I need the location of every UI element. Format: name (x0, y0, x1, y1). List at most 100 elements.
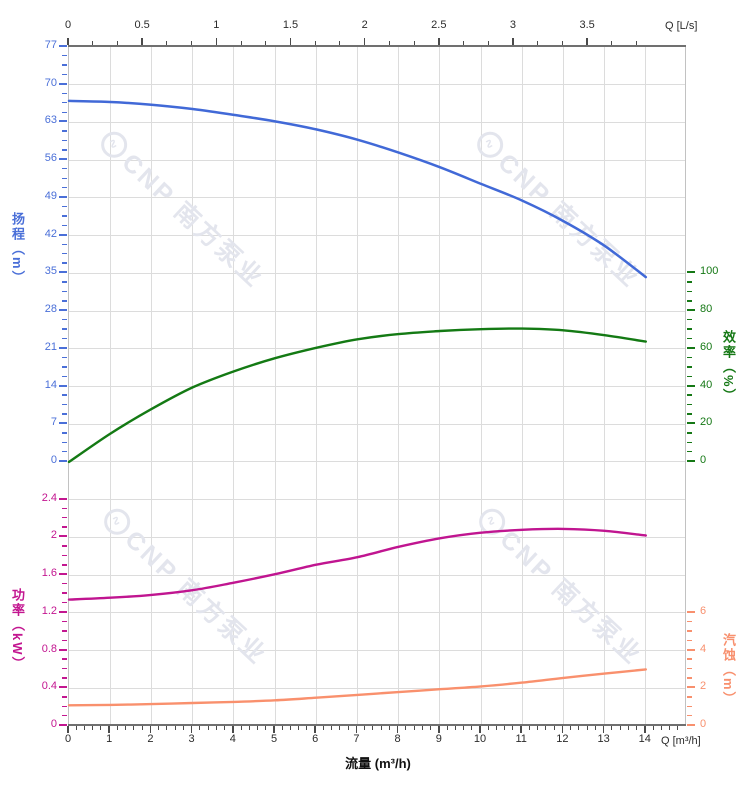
power-axis-title: 功率（kW） (10, 588, 25, 672)
head-axis-tick-label: 35 (44, 265, 57, 278)
axis-minor-tick (92, 726, 94, 730)
gridline (69, 310, 685, 312)
axis-minor-tick (62, 375, 67, 377)
axis-minor-tick (62, 413, 67, 415)
bottom-axis-tick-label: 9 (435, 733, 442, 745)
axis-tick (59, 686, 67, 689)
axis-tick (520, 726, 522, 733)
axis-minor-tick (364, 726, 366, 730)
axis-tick (687, 686, 695, 689)
gridline (398, 47, 400, 724)
axis-tick (59, 120, 67, 123)
gridline (69, 499, 685, 501)
head-axis-tick-label: 70 (44, 76, 57, 89)
bottom-axis-unit-label: Q [m³/h] (661, 735, 701, 747)
gridline (109, 47, 111, 724)
axis-minor-tick (687, 677, 692, 679)
axis-tick (586, 38, 588, 45)
bottom-axis-tick-label: 6 (312, 733, 319, 745)
axis-minor-tick (62, 639, 67, 642)
axis-minor-tick (687, 318, 692, 321)
axis-minor-tick (62, 337, 67, 340)
npsh-axis-tick-label: 2 (700, 680, 707, 693)
axis-minor-tick (62, 290, 67, 293)
head-axis-tick-label: 14 (44, 378, 57, 391)
axis-minor-tick (62, 592, 67, 594)
axis-minor-tick (62, 545, 67, 547)
axis-minor-tick (430, 726, 432, 730)
axis-tick (59, 459, 67, 462)
axis-minor-tick (652, 726, 654, 730)
axis-minor-tick (687, 658, 692, 660)
axis-minor-tick (62, 328, 67, 330)
axis-minor-tick (687, 337, 692, 340)
axis-tick (438, 38, 440, 45)
axis-minor-tick (619, 726, 621, 730)
axis-tick (687, 648, 695, 651)
axis-minor-tick (62, 186, 67, 189)
axis-tick (687, 610, 695, 613)
gridline (69, 197, 685, 199)
eff-axis-tick-label: 0 (700, 453, 707, 466)
axis-minor-tick (512, 726, 514, 730)
axis-tick (59, 45, 67, 47)
bottom-axis-tick-label: 10 (473, 733, 487, 745)
head-axis-tick-label: 28 (44, 303, 57, 316)
axis-minor-tick (687, 394, 692, 396)
axis-minor-tick (388, 726, 390, 730)
axis-minor-tick (339, 726, 341, 730)
axis-minor-tick (339, 41, 341, 45)
top-axis-tick-label: 3 (509, 19, 517, 31)
gridline (69, 84, 685, 86)
top-axis-tick-label: 2.5 (431, 19, 447, 31)
axis-tick (59, 573, 67, 576)
gridline (69, 650, 685, 652)
axis-minor-tick (62, 441, 67, 443)
axis-tick (687, 459, 695, 462)
axis-minor-tick (495, 726, 497, 730)
power-axis-tick-label: 1.6 (41, 567, 57, 580)
head-axis-tick-label: 63 (44, 114, 57, 127)
bottom-axis-tick-label: 8 (394, 733, 401, 745)
axis-tick (59, 724, 67, 726)
axis-tick (108, 726, 110, 733)
axis-tick (602, 726, 605, 733)
axis-minor-tick (62, 564, 67, 566)
axis-minor-tick (281, 726, 283, 730)
top-axis-tick-label: 1.5 (282, 19, 299, 31)
axis-minor-tick (454, 726, 456, 730)
axis-minor-tick (677, 726, 679, 730)
top-axis-tick-label: 0 (64, 19, 72, 31)
bottom-axis-tick-label: 12 (556, 733, 569, 745)
axis-minor-tick (100, 726, 102, 730)
axis-minor-tick (537, 726, 539, 730)
axis-tick (289, 38, 292, 45)
power-curve (67, 527, 647, 601)
head-axis-tick-label: 77 (44, 39, 57, 51)
axis-tick (687, 309, 695, 312)
axis-tick (363, 38, 366, 45)
axis-minor-tick (141, 726, 143, 730)
axis-minor-tick (62, 168, 67, 170)
axis-minor-tick (636, 726, 638, 730)
axis-minor-tick (669, 726, 671, 730)
axis-minor-tick (537, 41, 539, 45)
axis-minor-tick (62, 394, 67, 396)
bottom-axis-tick-label: 11 (515, 733, 527, 745)
axis-minor-tick (636, 41, 638, 45)
axis-minor-tick (687, 328, 692, 330)
axis-minor-tick (125, 726, 127, 730)
axis-minor-tick (92, 41, 94, 45)
axis-minor-tick (687, 696, 692, 698)
axis-minor-tick (62, 517, 67, 519)
axis-minor-tick (62, 677, 67, 679)
axis-minor-tick (687, 667, 692, 670)
axis-minor-tick (62, 73, 67, 76)
axis-minor-tick (75, 726, 77, 730)
axis-minor-tick (413, 726, 415, 730)
bottom-axis-tick-label: 13 (597, 733, 610, 745)
axis-minor-tick (62, 554, 67, 557)
axis-minor-tick (463, 726, 465, 730)
axis-minor-tick (62, 205, 67, 208)
gridline (645, 47, 647, 724)
